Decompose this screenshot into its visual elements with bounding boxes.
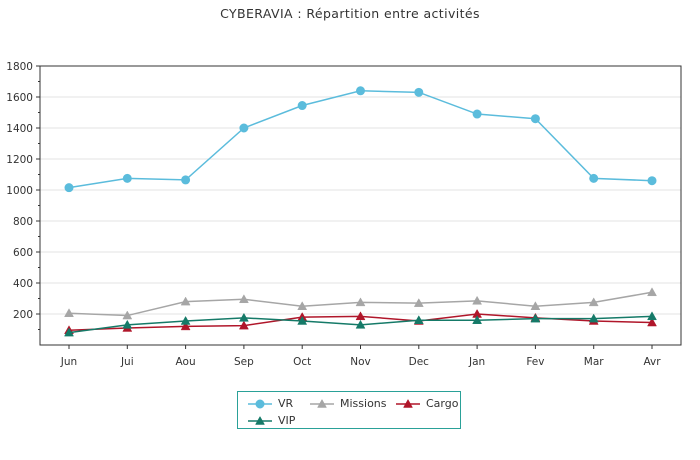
data-point-missions [647, 287, 657, 297]
data-point-vr [297, 101, 307, 111]
x-tick-label: Mar [584, 356, 604, 368]
data-point-vip [355, 319, 366, 329]
data-point-vr [589, 173, 599, 183]
legend-swatch-missions [310, 398, 334, 408]
legend-swatch-marker [255, 399, 265, 409]
data-point-vip [297, 315, 308, 325]
legend-swatch-cargo [396, 398, 420, 408]
y-tick-label: 400 [13, 278, 33, 290]
data-point-vr [530, 114, 540, 124]
legend-label: VIP [278, 414, 296, 427]
x-tick-label: Oct [293, 356, 311, 368]
data-point-vip [472, 315, 483, 324]
x-tick-label: Nov [350, 356, 371, 368]
data-point-vr [356, 86, 365, 96]
data-point-vip [413, 315, 424, 324]
data-point-missions [355, 297, 366, 307]
y-tick-label: 1800 [6, 61, 33, 73]
legend-swatch-marker [255, 415, 265, 425]
series-missions [64, 287, 657, 320]
x-tick-label: Jun [60, 356, 77, 368]
x-tick-label: Jui [120, 356, 134, 368]
data-point-missions [122, 310, 133, 320]
y-tick-label: 200 [13, 309, 33, 321]
x-tick-label: Dec [409, 356, 430, 368]
legend-label: Cargo [426, 397, 459, 410]
legend: VR Missions Cargo VIP [237, 391, 461, 429]
y-tick-label: 1200 [6, 154, 33, 166]
x-tick-label: Fev [526, 356, 544, 368]
x-tick-label: Jan [468, 356, 485, 368]
x-tick-label: Sep [234, 356, 254, 368]
y-tick-label: 1000 [6, 185, 33, 197]
data-point-missions [297, 301, 308, 310]
series-vip [64, 311, 657, 337]
legend-swatch-marker [317, 398, 327, 408]
data-point-cargo [647, 317, 657, 327]
y-tick-label: 1400 [6, 123, 33, 135]
legend-swatch-vr [248, 399, 272, 409]
data-point-missions [413, 298, 424, 307]
data-point-cargo [238, 320, 249, 330]
legend-label: Missions [340, 397, 387, 410]
data-point-vr [647, 176, 657, 186]
data-point-vip [588, 313, 599, 323]
x-tick-label: Avr [643, 356, 661, 368]
data-point-missions [64, 308, 74, 317]
legend-swatch-marker [403, 398, 413, 408]
data-point-missions [180, 296, 191, 306]
data-point-missions [238, 294, 249, 304]
data-point-missions [530, 301, 541, 310]
data-point-vr [239, 123, 249, 133]
series-line-vr [68, 90, 653, 189]
data-point-vip [647, 311, 657, 321]
data-point-vip [530, 313, 541, 323]
chart-title: CYBERAVIA : Répartition entre activités [220, 6, 480, 21]
data-point-vr [414, 87, 424, 97]
data-point-vip [238, 312, 249, 322]
data-point-missions [588, 297, 599, 307]
data-point-vr [64, 183, 74, 193]
data-point-vip [180, 315, 191, 325]
data-point-vip [122, 319, 133, 329]
legend-swatch-vip [248, 415, 272, 425]
data-point-cargo [355, 311, 366, 321]
data-point-cargo [180, 321, 191, 331]
y-tick-label: 800 [13, 216, 33, 228]
data-point-vip [64, 327, 74, 337]
data-point-vr [181, 175, 191, 185]
series-vr [64, 86, 657, 193]
data-point-vr [472, 109, 482, 119]
x-tick-label: Aou [176, 356, 196, 368]
y-tick-label: 600 [13, 247, 33, 259]
data-point-missions [472, 295, 483, 305]
legend-label: VR [278, 397, 294, 410]
y-tick-label: 1600 [6, 92, 33, 104]
data-point-vr [122, 173, 132, 183]
